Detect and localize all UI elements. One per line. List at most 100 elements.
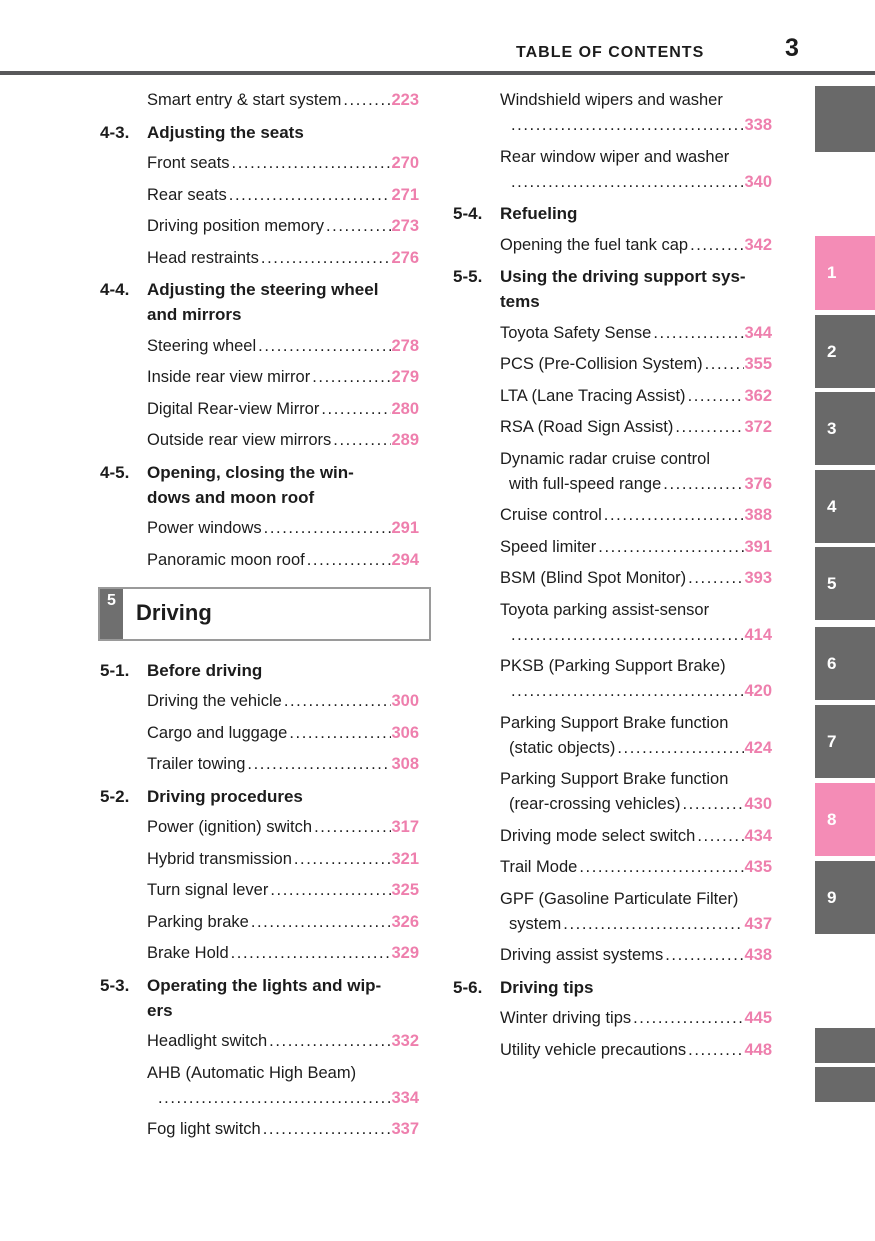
toc-entry-continuation: (rear-crossing vehicles) ...............… — [500, 792, 772, 817]
side-tab-label: 5 — [827, 573, 837, 593]
dot-leader: ........................................… — [333, 431, 391, 449]
toc-page-number: 332 — [391, 1032, 419, 1050]
dot-leader: ........................................… — [325, 217, 391, 235]
dot-leader: ........................................… — [247, 755, 391, 773]
toc-entry-continuation: ........................................… — [147, 1086, 419, 1111]
toc-entry: Turn signal lever.......................… — [147, 878, 419, 903]
toc-entry: Toyota Safety Sense.....................… — [500, 321, 772, 346]
toc-page-number: 448 — [744, 1040, 772, 1059]
toc-entry: Dynamic radar cruise control with full-sp… — [500, 447, 772, 497]
toc-page-number: 306 — [391, 723, 419, 742]
toc-section-heading: 4-5. Opening, closing the win- dows and m… — [100, 460, 419, 510]
toc-section-heading: 5-1. Before driving — [100, 658, 419, 683]
dot-leader: ........................................… — [258, 336, 392, 355]
toc-entry-label: Driving the vehicle — [147, 692, 282, 710]
toc-entry: Parking Support Brake function (rear-cros… — [500, 767, 772, 817]
side-tab-blank — [815, 86, 875, 152]
toc-entry-label: Toyota parking assist-sensor — [500, 600, 710, 619]
toc-entry-label: Cruise control — [500, 506, 602, 524]
toc-entry-label: GPF (Gasoline Particulate Filter) — [500, 889, 739, 908]
toc-entry: Driving assist systems..................… — [500, 943, 772, 968]
toc-entry: Rear seats..............................… — [147, 183, 419, 208]
toc-page-number: 344 — [744, 323, 772, 342]
side-tab-chapter-4: 4 — [815, 470, 875, 543]
side-tab-blank — [815, 1028, 875, 1063]
toc-entry-label: Steering wheel — [147, 336, 257, 355]
page-number: 3 — [785, 34, 799, 62]
toc-page-number: 445 — [744, 1009, 772, 1027]
toc-entry: Digital Rear-view Mirror................… — [147, 397, 419, 422]
dot-leader: ........................................… — [688, 569, 744, 587]
page-title: TABLE OF CONTENTS — [516, 44, 705, 61]
dot-leader: ........................................… — [283, 692, 392, 710]
toc-section-number: 4-3. — [100, 122, 130, 142]
toc-section-heading: 5-2. Driving procedures — [100, 784, 419, 809]
side-tab-label: 4 — [827, 496, 837, 516]
toc-entry: Driving position memory.................… — [147, 214, 419, 239]
toc-page-number: 355 — [744, 355, 772, 373]
toc-entry-continuation: ........................................… — [500, 113, 772, 138]
toc-entry-label: PCS (Pre-Collision System) — [500, 355, 703, 373]
toc-page-number: 270 — [391, 154, 419, 172]
toc-entry: Parking brake...........................… — [147, 910, 419, 935]
toc-entry: Rear window wiper and washer............… — [500, 145, 772, 195]
toc-section-number: 4-4. — [100, 280, 130, 299]
toc-page-number: 334 — [391, 1088, 419, 1107]
toc-entry-label: Inside rear view mirror — [147, 368, 311, 386]
toc-page-number: 342 — [744, 235, 772, 254]
toc-page-number: 223 — [391, 91, 419, 109]
toc-entry: Speed limiter...........................… — [500, 535, 772, 560]
toc-entry-label: PKSB (Parking Support Brake) — [500, 657, 726, 675]
dot-leader: ........................................… — [633, 1009, 745, 1027]
side-tab-label: 8 — [827, 809, 837, 829]
toc-entry-label: Dynamic radar cruise control — [500, 449, 710, 468]
toc-entry-label: Driving assist systems — [500, 946, 664, 964]
toc-page-number: 337 — [391, 1120, 419, 1138]
toc-entry-label: Power windows — [147, 519, 262, 537]
toc-entry-label: Headlight switch — [147, 1032, 268, 1050]
toc-entry-label: Rear seats — [147, 185, 227, 204]
dot-leader: ........................................… — [687, 386, 745, 405]
toc-entry-label: Smart entry & start system — [147, 91, 342, 109]
toc-page-number: 321 — [391, 849, 419, 868]
toc-entry: PCS (Pre-Collision System)..............… — [500, 352, 772, 377]
toc-entry-label: Hybrid transmission — [147, 849, 292, 868]
toc-page-number: 435 — [744, 858, 772, 876]
toc-entry-label: Opening the fuel tank cap — [500, 235, 689, 254]
dot-leader: ........................................… — [263, 519, 392, 537]
toc-entry: Steering wheel..........................… — [147, 334, 419, 359]
toc-page-number: 308 — [391, 755, 419, 773]
toc-entry-label-continued: (static objects) — [509, 738, 616, 757]
toc-page-number: 438 — [744, 946, 772, 964]
header-divider — [0, 71, 875, 75]
toc-entry: Windshield wipers and washer............… — [500, 88, 772, 138]
dot-leader: ........................................… — [603, 506, 745, 524]
toc-entry: Fog light switch........................… — [147, 1117, 419, 1142]
dot-leader: ........................................… — [617, 738, 744, 757]
dot-leader: ........................................… — [306, 550, 392, 569]
toc-entry: Outside rear view mirrors...............… — [147, 428, 419, 453]
toc-entry-label: Trailer towing — [147, 755, 246, 773]
toc-entry-continuation: system .................................… — [500, 912, 772, 937]
toc-entry: RSA (Road Sign Assist)..................… — [500, 415, 772, 440]
dot-leader: ........................................… — [511, 172, 744, 191]
toc-entry: PKSB (Parking Support Brake)............… — [500, 654, 772, 704]
toc-entry: Cargo and luggage.......................… — [147, 721, 419, 746]
toc-entry-label: Trail Mode — [500, 858, 578, 876]
dot-leader: ........................................… — [250, 912, 392, 931]
side-tab-chapter-9: 9 — [815, 861, 875, 934]
dot-leader: ........................................… — [269, 1032, 391, 1050]
toc-entry-label: Head restraints — [147, 248, 259, 267]
dot-leader: ........................................… — [675, 418, 744, 436]
toc-entry-label: Power (ignition) switch — [147, 818, 313, 836]
dot-leader: ........................................… — [230, 944, 392, 962]
dot-leader: ........................................… — [663, 474, 744, 493]
toc-section-number: 4-5. — [100, 462, 130, 482]
toc-page-number: 294 — [391, 550, 419, 569]
dot-leader: ........................................… — [688, 1040, 744, 1059]
toc-entry-label: Cargo and luggage — [147, 723, 288, 742]
toc-page-number: 391 — [744, 537, 772, 556]
toc-section-number: 5-5. — [453, 267, 483, 286]
toc-entry-label: Driving mode select switch — [500, 826, 696, 845]
side-tab-chapter-3: 3 — [815, 392, 875, 465]
